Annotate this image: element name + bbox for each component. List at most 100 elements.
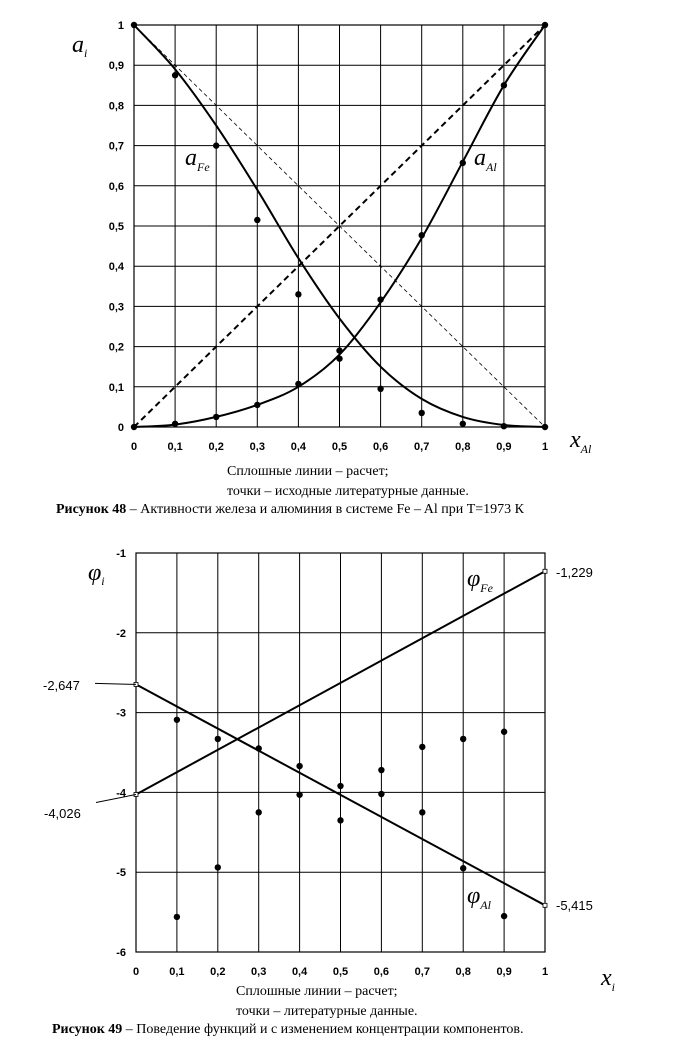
data-point-points-b: [419, 809, 426, 816]
data-point-a-fe-points: [254, 216, 261, 224]
x-tick-label: 0,6: [374, 966, 389, 978]
y-tick-label: 0,5: [109, 221, 124, 233]
x-tick-label: 0,5: [333, 966, 348, 978]
data-point-a-al-points: [541, 21, 549, 29]
chart2-note-2: точки – литературные данные.: [236, 1004, 418, 1019]
chart2-points: [173, 716, 508, 921]
data-point-a-al-points: [500, 82, 508, 89]
chart2-note-1: Сплошные линии – расчет;: [236, 984, 398, 999]
data-point-a-al-points: [459, 159, 466, 167]
y-tick-label: 0,7: [109, 141, 124, 153]
x-tick-label: 0,1: [167, 441, 182, 453]
data-point-points-a: [460, 735, 467, 743]
data-point-points-b: [214, 864, 221, 871]
chart2-grid: [135, 552, 546, 953]
chart2-caption: Рисунок 49 – Поведение функций и с измен…: [52, 1022, 524, 1037]
value-label-leader: [94, 682, 137, 685]
series-line-al: [135, 683, 546, 907]
y-tick-label: 1: [118, 20, 124, 32]
chart1-curves: [133, 24, 546, 428]
series-line-a-al: [133, 24, 546, 428]
y-tick-label: -6: [116, 947, 126, 959]
chart1-annotation-afe: aFe: [185, 145, 210, 174]
x-tick-label: 0,8: [456, 966, 471, 978]
data-point-points-a: [214, 735, 221, 743]
data-point-a-al-points: [171, 420, 179, 427]
chart1-annotation-aal: aAl: [474, 145, 497, 174]
data-point-a-fe-points: [500, 422, 508, 430]
data-point-a-fe-points: [459, 420, 466, 427]
data-point-points-a: [419, 743, 426, 751]
data-point-a-fe-points: [541, 423, 549, 431]
data-point-points-a: [500, 728, 508, 735]
x-tick-label: 0,3: [250, 441, 265, 453]
x-tick-label: 0,6: [373, 441, 388, 453]
data-point-a-fe-points: [377, 385, 384, 393]
data-point-a-fe-points: [336, 355, 343, 362]
data-point-a-al-points: [213, 413, 220, 421]
x-tick-label: 0,4: [292, 966, 308, 978]
chart1-caption: Рисунок 48 – Активности железа и алюмини…: [56, 502, 525, 517]
data-point-a-al-points: [418, 232, 425, 239]
chart2-y-axis-label: φi: [88, 560, 105, 588]
series-line-raoult-al: [133, 24, 546, 428]
data-point-a-fe-points: [418, 409, 425, 417]
data-point-points-a: [296, 762, 303, 770]
x-tick-label: 0,1: [169, 966, 184, 978]
data-point-a-al-points: [336, 347, 343, 354]
x-tick-label: 0,3: [251, 966, 266, 978]
data-point-points-a: [337, 782, 344, 790]
chart2-x-axis-label: xi: [600, 965, 615, 994]
chart1-grid: [133, 24, 546, 428]
x-tick-label: 0: [133, 966, 139, 978]
chart2-lines: [94, 568, 548, 908]
data-point-points-b: [500, 912, 508, 920]
chart2-value-label-al-end: -5,415: [556, 898, 593, 913]
chart1-x-axis-label: xAl: [569, 427, 592, 456]
data-point-points-b: [378, 790, 385, 798]
x-tick-label: 0,7: [415, 966, 430, 978]
data-point-a-al-points: [254, 401, 261, 409]
y-tick-label: 0: [118, 422, 124, 434]
data-point-a-fe-points: [295, 291, 302, 298]
chart1-note-1: Сплошные линии – расчет;: [227, 464, 389, 479]
x-tick-label: 1: [542, 441, 548, 453]
chart2-value-label-fe-start: -4,026: [44, 806, 81, 821]
line-end-marker: [542, 568, 548, 574]
chart2-value-label-fe-end: -1,229: [556, 565, 593, 580]
x-tick-label: 0,2: [209, 441, 224, 453]
chart1-reference-lines: [133, 24, 546, 428]
y-tick-label: 0,3: [109, 301, 124, 313]
value-label-leader: [95, 793, 137, 803]
y-tick-label: 0,4: [109, 261, 125, 273]
data-point-points-b: [296, 791, 303, 798]
y-tick-label: 0,2: [109, 342, 124, 354]
y-tick-label: -4: [116, 787, 127, 799]
series-line-raoult-fe: [133, 24, 546, 428]
data-point-a-fe-points: [213, 142, 220, 149]
data-point-a-al-points: [130, 423, 138, 431]
series-line-a-fe: [133, 24, 546, 428]
x-tick-label: 1: [542, 966, 548, 978]
data-point-a-fe-points: [171, 72, 179, 79]
x-tick-label: 0,2: [210, 966, 225, 978]
plot-frame: [133, 24, 546, 428]
data-point-points-a: [173, 716, 181, 723]
y-tick-label: 0,1: [109, 382, 124, 394]
data-point-points-b: [173, 913, 181, 921]
x-tick-label: 0,8: [455, 441, 470, 453]
chart1-note-2: точки – исходные литературные данные.: [227, 484, 469, 499]
x-tick-label: 0,9: [496, 441, 511, 453]
y-tick-label: 0,8: [109, 100, 124, 112]
data-point-a-al-points: [377, 296, 384, 303]
data-point-a-al-points: [295, 380, 302, 388]
x-tick-label: 0,7: [414, 441, 429, 453]
data-point-points-b: [460, 865, 467, 872]
data-point-a-fe-points: [130, 21, 138, 29]
y-tick-label: -5: [116, 867, 126, 879]
series-line-fe: [135, 570, 546, 796]
chart2-annotation-phife: φFe: [467, 566, 494, 595]
data-point-points-a: [378, 766, 385, 774]
y-tick-label: -1: [116, 548, 126, 560]
